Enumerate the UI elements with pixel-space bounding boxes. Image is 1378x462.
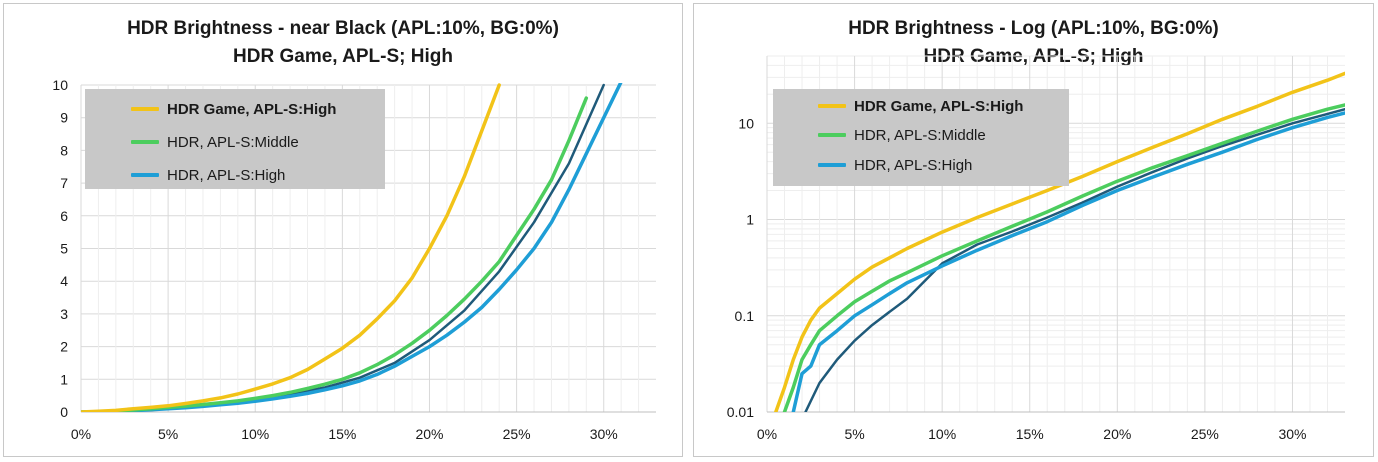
- series-line-game-high: [81, 83, 501, 412]
- x-tick-label: 30%: [590, 426, 618, 442]
- y-tick-label: 1: [60, 371, 68, 387]
- x-tick-label: 20%: [415, 426, 443, 442]
- x-tick-label: 30%: [1278, 426, 1306, 442]
- x-tick-label: 25%: [1191, 426, 1219, 442]
- legend-item-hdr-middle: HDR, APL-S:Middle: [773, 125, 986, 145]
- series-line-hdr-high: [791, 111, 1345, 412]
- x-tick-label: 10%: [928, 426, 956, 442]
- legend-label: HDR, APL-S:Middle: [854, 126, 986, 144]
- y-tick-label: 9: [60, 110, 68, 126]
- y-tick-label: 10: [52, 77, 68, 93]
- legend-swatch-hdr-high: [131, 173, 159, 177]
- y-tick-label: 6: [60, 208, 68, 224]
- line-chart-near-black: 0 1 2 3 4 5 6 7 8 9 10 0% 5% 10% 15% 20% 25% 30%: [52, 77, 656, 442]
- series-line-game-high: [774, 71, 1345, 412]
- x-tick-label: 15%: [1016, 426, 1044, 442]
- series-line-reference: [804, 107, 1345, 412]
- legend-label: HDR Game, APL-S:High: [854, 97, 1024, 115]
- y-tick-label: 2: [60, 339, 68, 355]
- x-tick-label: 20%: [1103, 426, 1131, 442]
- x-tick-label: 0%: [757, 426, 777, 442]
- legend-item-hdr-high: HDR, APL-S:High: [85, 165, 285, 185]
- chart-title: HDR Brightness - near Black (APL:10%, BG…: [127, 18, 559, 39]
- chart-subtitle: HDR Game, APL-S; High: [233, 46, 453, 67]
- line-chart-log: 0.01 0.1 1 10 0% 5% 10% 15% 20% 25% 30%: [727, 55, 1345, 442]
- series-line-hdr-middle: [782, 103, 1345, 412]
- legend-item-hdr-high: HDR, APL-S:High: [773, 155, 972, 175]
- x-tick-label: 25%: [503, 426, 531, 442]
- legend-item-game-high: HDR Game, APL-S:High: [773, 96, 1023, 116]
- legend: HDR Game, APL-S:High HDR, APL-S:Middle H…: [773, 89, 1069, 186]
- legend-item-hdr-middle: HDR, APL-S:Middle: [85, 132, 299, 152]
- legend-swatch-hdr-middle: [131, 140, 159, 144]
- legend-label: HDR, APL-S:High: [854, 156, 973, 174]
- y-tick-label: 7: [60, 175, 68, 191]
- chart-panel-near-black: HDR Brightness - near Black (APL:10%, BG…: [3, 3, 683, 457]
- legend-label: HDR Game, APL-S:High: [167, 100, 337, 118]
- legend: HDR Game, APL-S:High HDR, APL-S:Middle H…: [85, 89, 385, 189]
- y-tick-label: 0.1: [735, 308, 755, 324]
- x-tick-label: 0%: [71, 426, 91, 442]
- y-tick-label: 3: [60, 306, 68, 322]
- legend-item-game-high: HDR Game, APL-S:High: [85, 99, 336, 119]
- y-tick-label: 4: [60, 273, 68, 289]
- y-tick-label: 5: [60, 241, 68, 257]
- legend-swatch-game-high: [131, 107, 159, 111]
- x-tick-label: 5%: [158, 426, 178, 442]
- legend-label: HDR, APL-S:High: [167, 166, 286, 184]
- legend-label: HDR, APL-S:Middle: [167, 133, 299, 151]
- legend-swatch-hdr-middle: [818, 133, 846, 137]
- y-tick-label: 10: [738, 115, 754, 131]
- y-tick-label: 0.01: [727, 404, 754, 420]
- x-tick-label: 15%: [328, 426, 356, 442]
- x-tick-label: 5%: [844, 426, 864, 442]
- y-tick-label: 8: [60, 142, 68, 158]
- x-tick-label: 10%: [241, 426, 269, 442]
- y-tick-label: 1: [746, 212, 754, 228]
- legend-swatch-hdr-high: [818, 163, 846, 167]
- legend-swatch-game-high: [818, 104, 846, 108]
- chart-title: HDR Brightness - Log (APL:10%, BG:0%): [848, 18, 1219, 39]
- y-tick-label: 0: [60, 404, 68, 420]
- chart-panel-log: HDR Brightness - Log (APL:10%, BG:0%) HD…: [693, 3, 1374, 457]
